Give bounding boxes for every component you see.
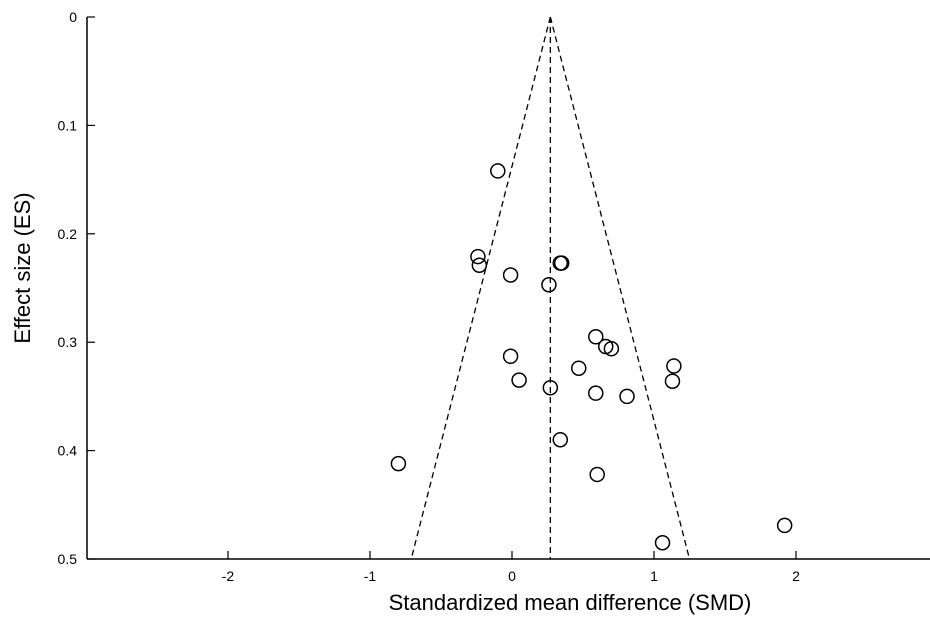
y-tick-label: 0.1: [58, 117, 78, 133]
data-point: [502, 348, 519, 365]
y-axis-title: Effect size (ES): [10, 192, 35, 343]
y-tick-label: 0.4: [58, 443, 78, 459]
x-tick-label: -1: [364, 568, 377, 584]
data-point: [553, 255, 570, 271]
x-axis-title: Standardized mean difference (SMD): [389, 590, 752, 615]
x-tick-label: 2: [792, 568, 800, 584]
data-point: [542, 379, 559, 396]
data-point: [664, 373, 681, 389]
data-point: [541, 276, 557, 293]
data-point: [619, 388, 635, 405]
data-point: [502, 267, 519, 283]
data-point: [603, 340, 620, 357]
data-point: [654, 534, 671, 551]
data-point: [490, 163, 506, 179]
x-tick-label: 0: [508, 568, 516, 584]
data-points: [390, 163, 793, 551]
data-point: [776, 517, 793, 534]
data-point: [588, 329, 604, 345]
data-point: [470, 248, 486, 265]
data-point: [588, 385, 604, 401]
funnel-left-line: [410, 16, 551, 560]
data-point: [666, 358, 682, 374]
y-tick-label: 0: [69, 9, 77, 25]
x-tick-label: -2: [222, 568, 235, 584]
data-point: [570, 360, 587, 376]
data-point: [511, 372, 527, 388]
axes: 0 0.1 0.2 0.3 0.4 0.5 -2 -1 0 1 2: [58, 9, 930, 584]
data-point: [390, 455, 407, 472]
x-tick-label: 1: [650, 568, 658, 584]
funnel-right-line: [549, 16, 691, 560]
funnel-lines: [410, 16, 691, 560]
y-tick-label: 0.3: [58, 334, 78, 350]
y-tick-label: 0.5: [58, 551, 78, 567]
y-tick-label: 0.2: [58, 226, 78, 242]
data-point: [471, 257, 488, 273]
data-point: [552, 432, 569, 448]
data-point: [589, 466, 605, 483]
